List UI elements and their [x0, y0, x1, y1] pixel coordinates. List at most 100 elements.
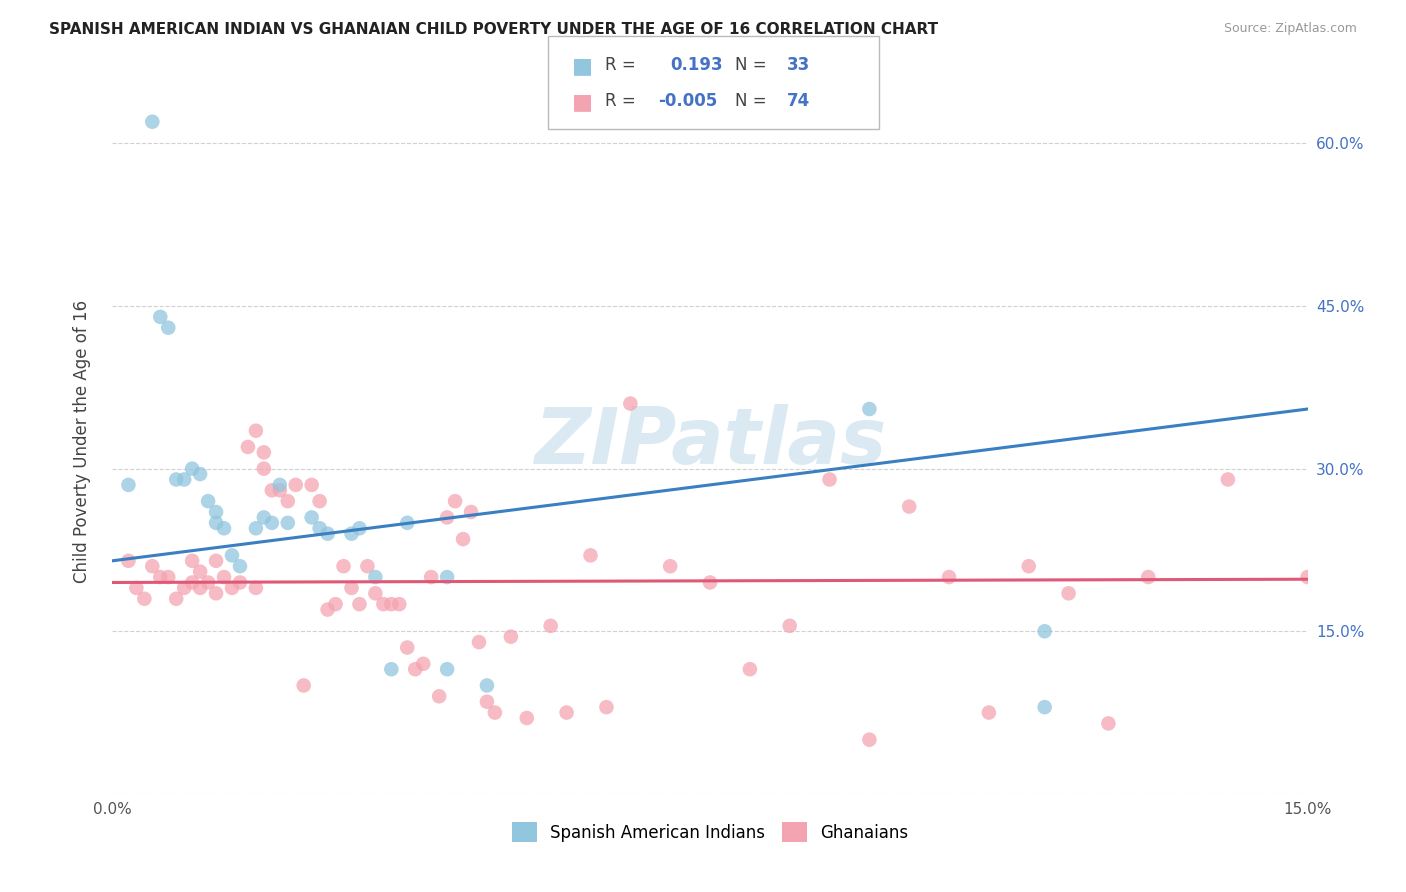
- Point: [188, 467, 211, 481]
- Point: [308, 494, 330, 508]
- Point: [316, 602, 339, 616]
- Text: ZIPatlas: ZIPatlas: [534, 403, 886, 480]
- Point: [340, 526, 363, 541]
- Point: [858, 402, 880, 417]
- Point: [938, 570, 960, 584]
- Point: [619, 396, 641, 410]
- Point: [332, 559, 354, 574]
- Point: [117, 478, 139, 492]
- Point: [699, 575, 721, 590]
- Point: [117, 554, 139, 568]
- Point: [181, 575, 204, 590]
- Point: [165, 591, 187, 606]
- Text: SPANISH AMERICAN INDIAN VS GHANAIAN CHILD POVERTY UNDER THE AGE OF 16 CORRELATIO: SPANISH AMERICAN INDIAN VS GHANAIAN CHIL…: [49, 22, 938, 37]
- Point: [269, 478, 291, 492]
- Text: Source: ZipAtlas.com: Source: ZipAtlas.com: [1223, 22, 1357, 36]
- Point: [460, 505, 482, 519]
- Point: [157, 570, 180, 584]
- Point: [499, 630, 522, 644]
- Point: [205, 505, 228, 519]
- Point: [404, 662, 426, 676]
- Text: R =: R =: [605, 56, 636, 74]
- Point: [260, 516, 283, 530]
- Point: [579, 549, 602, 563]
- Point: [205, 554, 228, 568]
- Text: 74: 74: [787, 92, 811, 110]
- Point: [245, 424, 267, 438]
- Point: [451, 532, 474, 546]
- Point: [412, 657, 434, 671]
- Point: [1033, 624, 1056, 639]
- Point: [197, 575, 219, 590]
- Point: [1018, 559, 1040, 574]
- Point: [420, 570, 443, 584]
- Text: R =: R =: [605, 92, 636, 110]
- Point: [340, 581, 363, 595]
- Point: [205, 586, 228, 600]
- Point: [301, 478, 323, 492]
- Point: [349, 597, 371, 611]
- Text: N =: N =: [735, 56, 766, 74]
- Point: [738, 662, 761, 676]
- Point: [245, 521, 267, 535]
- Point: [181, 554, 204, 568]
- Point: [349, 521, 371, 535]
- Text: N =: N =: [735, 92, 766, 110]
- Point: [188, 581, 211, 595]
- Point: [373, 597, 395, 611]
- Point: [301, 510, 323, 524]
- Y-axis label: Child Poverty Under the Age of 16: Child Poverty Under the Age of 16: [73, 300, 91, 583]
- Point: [188, 565, 211, 579]
- Point: [141, 114, 163, 128]
- Point: [1097, 716, 1119, 731]
- Point: [173, 473, 195, 487]
- Point: [977, 706, 1000, 720]
- Point: [197, 494, 219, 508]
- Point: [468, 635, 491, 649]
- Point: [284, 478, 307, 492]
- Point: [149, 570, 172, 584]
- Text: 33: 33: [787, 56, 811, 74]
- Point: [229, 559, 252, 574]
- Point: [173, 581, 195, 595]
- Point: [253, 461, 276, 475]
- Point: [277, 516, 299, 530]
- Point: [364, 586, 387, 600]
- Point: [898, 500, 921, 514]
- Point: [380, 597, 402, 611]
- Point: [292, 678, 315, 692]
- Point: [475, 678, 498, 692]
- Point: [125, 581, 148, 595]
- Point: [388, 597, 411, 611]
- Point: [221, 549, 243, 563]
- Point: [380, 662, 402, 676]
- Point: [134, 591, 156, 606]
- Point: [444, 494, 467, 508]
- Point: [316, 526, 339, 541]
- Point: [396, 516, 419, 530]
- Point: [221, 581, 243, 595]
- Point: [427, 690, 450, 704]
- Point: [260, 483, 283, 498]
- Point: [540, 619, 562, 633]
- Point: [308, 521, 330, 535]
- Point: [269, 483, 291, 498]
- Point: [253, 445, 276, 459]
- Point: [1137, 570, 1160, 584]
- Point: [212, 521, 235, 535]
- Point: [659, 559, 682, 574]
- Point: [1216, 473, 1239, 487]
- Point: [212, 570, 235, 584]
- Point: [157, 320, 180, 334]
- Point: [245, 581, 267, 595]
- Point: [149, 310, 172, 324]
- Text: ■: ■: [572, 92, 593, 112]
- Point: [555, 706, 578, 720]
- Point: [475, 695, 498, 709]
- Point: [1057, 586, 1080, 600]
- Text: ■: ■: [572, 56, 593, 76]
- Point: [484, 706, 506, 720]
- Point: [141, 559, 163, 574]
- Point: [779, 619, 801, 633]
- Point: [1296, 570, 1319, 584]
